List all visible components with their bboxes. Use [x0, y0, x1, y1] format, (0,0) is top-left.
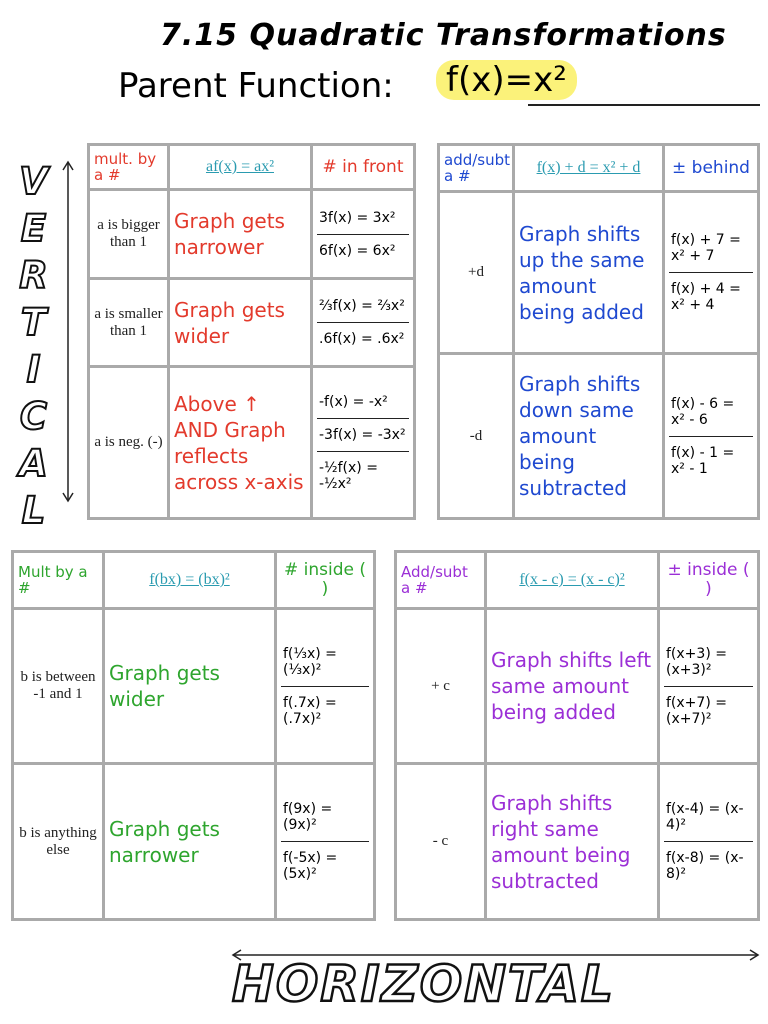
example: -f(x) = -x² — [317, 386, 409, 419]
table-row: -d Graph shifts down same amount being su… — [437, 352, 760, 520]
examples-cell: f(x) - 6 = x² - 6 f(x) - 1 = x² - 1 — [662, 352, 760, 520]
vertical-arrow — [62, 160, 74, 503]
table-row: +d Graph shifts up the same amount being … — [437, 190, 760, 355]
condition-cell: b is anything else — [11, 762, 105, 921]
example: f(x) - 6 = x² - 6 — [669, 388, 753, 437]
examples-cell: ⅔f(x) = ⅔x² .6f(x) = .6x² — [310, 277, 416, 368]
table-row: - c Graph shifts right same amount being … — [394, 762, 760, 921]
parent-label: Parent Function: — [118, 66, 394, 106]
examples-cell: 3f(x) = 3x² 6f(x) = 6x² — [310, 188, 416, 280]
example: f(x+3) = (x+3)² — [664, 638, 753, 687]
condition-cell: -d — [437, 352, 515, 520]
condition-cell: a is smaller than 1 — [87, 277, 170, 368]
example: f(x-4) = (x-4)² — [664, 793, 753, 842]
example: f(x) - 1 = x² - 1 — [671, 444, 735, 477]
answer-line — [528, 104, 760, 106]
table-row: a is smaller than 1 Graph gets wider ⅔f(x)… — [87, 277, 416, 368]
header-cell: mult. by a # — [87, 143, 170, 191]
vertical-label: VERTICAL — [11, 159, 56, 537]
header-row: Mult by a # f(bx) = (bx)² # inside ( ) — [11, 550, 376, 610]
examples-cell: f(x+3) = (x+3)² f(x+7) = (x+7)² — [657, 607, 760, 765]
condition-cell: a is neg. (-) — [87, 365, 170, 520]
table-row: a is neg. (-) Above ↑ AND Graph reflects … — [87, 365, 416, 520]
horizontal-arrow — [231, 949, 760, 961]
effect-cell: Above ↑ AND Graph reflects across x-axis — [167, 365, 313, 520]
header-cell: Add/subt a # — [394, 550, 487, 610]
effect-cell: Graph gets wider — [102, 607, 277, 765]
effect-cell: Graph shifts right same amount being sub… — [484, 762, 660, 921]
header-cell: Mult by a # — [11, 550, 105, 610]
example: f(x+7) = (x+7)² — [666, 694, 727, 727]
example: f(x) + 7 = x² + 7 — [669, 224, 753, 273]
header-cell: add/subt a # — [437, 143, 515, 193]
condition-cell: b is between -1 and 1 — [11, 607, 105, 765]
example: 3f(x) = 3x² — [317, 202, 409, 235]
examples-cell: f(x-4) = (x-4)² f(x-8) = (x-8)² — [657, 762, 760, 921]
header-cell: # inside ( ) — [274, 550, 376, 610]
header-cell: ± behind — [662, 143, 760, 193]
example: -3f(x) = -3x² — [317, 419, 409, 452]
header-cell: f(x) + d = x² + d — [512, 143, 665, 193]
table-row: b is anything else Graph gets narrower f(9… — [11, 762, 376, 921]
parent-function: f(x)=x² — [436, 60, 577, 100]
example: 6f(x) = 6x² — [319, 242, 396, 259]
header-cell: ± inside ( ) — [657, 550, 760, 610]
transformation-table: Mult by a # f(bx) = (bx)² # inside ( ) b is… — [11, 550, 376, 921]
example: f(-5x) = (5x)² — [283, 850, 338, 882]
header-cell: f(bx) = (bx)² — [102, 550, 277, 610]
table-row: b is between -1 and 1 Graph gets wider f(⅓… — [11, 607, 376, 765]
effect-cell: Graph gets narrower — [167, 188, 313, 280]
transformation-table: add/subt a # f(x) + d = x² + d ± behind +d G… — [437, 143, 760, 520]
effect-cell: Graph shifts down same amount being subt… — [512, 352, 665, 520]
header-cell: af(x) = ax² — [167, 143, 313, 191]
table-row: a is bigger than 1 Graph gets narrower 3f(… — [87, 188, 416, 280]
effect-cell: Graph shifts up the same amount being ad… — [512, 190, 665, 355]
transformation-table: Add/subt a # f(x - c) = (x - c)² ± inside … — [394, 550, 760, 921]
title: 7.15 Quadratic Transformations — [160, 18, 727, 53]
example: f(x-8) = (x-8)² — [666, 850, 744, 882]
examples-cell: f(9x) = (9x)² f(-5x) = (5x)² — [274, 762, 376, 921]
effect-cell: Graph shifts left same amount being adde… — [484, 607, 660, 765]
header-cell: # in front — [310, 143, 416, 191]
example: ⅔f(x) = ⅔x² — [317, 290, 409, 323]
effect-cell: Graph gets wider — [167, 277, 313, 368]
examples-cell: f(⅓x) = (⅓x)² f(.7x) = (.7x)² — [274, 607, 376, 765]
examples-cell: f(x) + 7 = x² + 7 f(x) + 4 = x² + 4 — [662, 190, 760, 355]
examples-cell: -f(x) = -x² -3f(x) = -3x² -½f(x) = -½x² — [310, 365, 416, 520]
example: f(.7x) = (.7x)² — [283, 694, 337, 727]
example: .6f(x) = .6x² — [319, 331, 405, 347]
table-row: + c Graph shifts left same amount being a… — [394, 607, 760, 765]
example: f(⅓x) = (⅓x)² — [281, 638, 369, 687]
header-row: add/subt a # f(x) + d = x² + d ± behind — [437, 143, 760, 193]
example: -½f(x) = -½x² — [319, 459, 378, 492]
transformation-table: mult. by a # af(x) = ax² # in front a is bi… — [87, 143, 416, 520]
condition-cell: a is bigger than 1 — [87, 188, 170, 280]
condition-cell: - c — [394, 762, 487, 921]
effect-cell: Graph gets narrower — [102, 762, 277, 921]
condition-cell: +d — [437, 190, 515, 355]
example: f(9x) = (9x)² — [281, 793, 369, 842]
horizontal-label: HORIZONTAL — [231, 954, 615, 1015]
example: f(x) + 4 = x² + 4 — [671, 281, 741, 313]
header-row: mult. by a # af(x) = ax² # in front — [87, 143, 416, 191]
header-row: Add/subt a # f(x - c) = (x - c)² ± inside … — [394, 550, 760, 610]
header-cell: f(x - c) = (x - c)² — [484, 550, 660, 610]
condition-cell: + c — [394, 607, 487, 765]
